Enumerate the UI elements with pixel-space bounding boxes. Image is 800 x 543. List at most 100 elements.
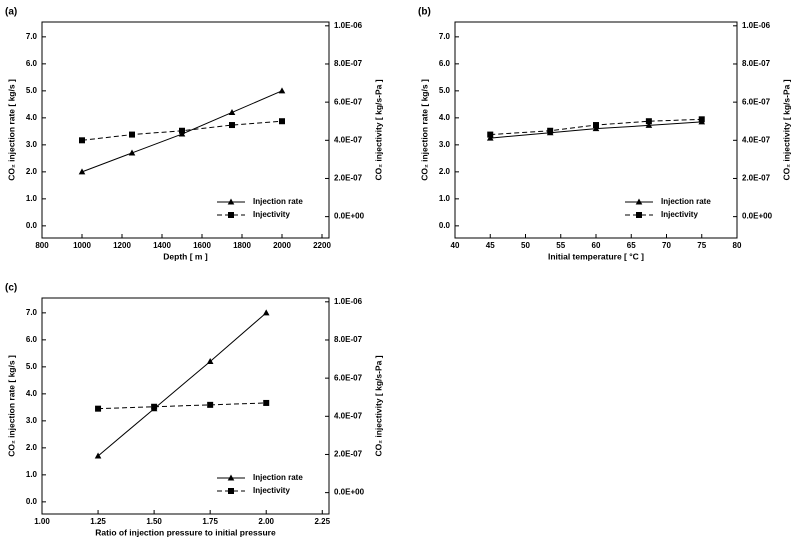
y2-tick-label: 8.0E-07 bbox=[334, 335, 363, 344]
y2-tick-label: 0.0E+00 bbox=[334, 488, 365, 497]
marker-square bbox=[487, 131, 494, 138]
y-tick-label: 4.0 bbox=[26, 113, 38, 122]
y2-tick-label: 4.0E-07 bbox=[334, 411, 363, 420]
panel-label: (a) bbox=[5, 7, 17, 18]
x-tick-label: 70 bbox=[662, 241, 671, 250]
y-tick-label: 1.0 bbox=[26, 470, 38, 479]
y-axis-label: CO₂ injection rate [ kg/s ] bbox=[6, 79, 16, 181]
y-tick-label: 3.0 bbox=[26, 416, 38, 425]
legend-label: Injectivity bbox=[253, 486, 290, 495]
x-tick-label: 1.75 bbox=[202, 517, 218, 526]
marker-square bbox=[95, 405, 102, 412]
marker-square bbox=[263, 399, 270, 406]
marker-triangle bbox=[262, 309, 270, 316]
y-axis-label: CO₂ injection rate [ kg/s ] bbox=[419, 79, 429, 181]
marker-square bbox=[279, 118, 285, 125]
y-tick-label: 5.0 bbox=[439, 86, 451, 95]
marker-triangle bbox=[94, 452, 102, 459]
y2-tick-label: 2.0E-07 bbox=[334, 450, 363, 459]
y-tick-label: 5.0 bbox=[26, 86, 38, 95]
x-tick-label: 1400 bbox=[153, 241, 171, 250]
y2-tick-label: 1.0E-06 bbox=[334, 21, 363, 30]
marker-square bbox=[79, 137, 85, 144]
y-tick-label: 7.0 bbox=[26, 32, 38, 41]
legend-label: Injection rate bbox=[253, 473, 303, 482]
x-tick-label: 45 bbox=[486, 241, 495, 250]
x-tick-label: 40 bbox=[451, 241, 460, 250]
x-tick-label: 65 bbox=[627, 241, 636, 250]
y-tick-label: 7.0 bbox=[26, 308, 38, 317]
y-tick-label: 2.0 bbox=[439, 167, 451, 176]
marker-triangle bbox=[78, 168, 86, 175]
x-tick-label: 50 bbox=[521, 241, 530, 250]
marker-square bbox=[698, 116, 705, 123]
y2-tick-label: 8.0E-07 bbox=[334, 59, 363, 68]
panel-label: (c) bbox=[5, 283, 17, 294]
marker-square bbox=[151, 403, 158, 410]
marker-triangle bbox=[228, 108, 236, 115]
y-tick-label: 6.0 bbox=[439, 59, 451, 68]
x-tick-label: 55 bbox=[556, 241, 565, 250]
plot-frame bbox=[41, 297, 330, 515]
y-tick-label: 6.0 bbox=[26, 335, 38, 344]
y-tick-label: 4.0 bbox=[26, 389, 38, 398]
y-tick-label: 4.0 bbox=[439, 113, 451, 122]
x-tick-label: 60 bbox=[592, 241, 601, 250]
legend-marker bbox=[228, 488, 234, 494]
y2-tick-label: 2.0E-07 bbox=[742, 174, 771, 183]
x-tick-label: 1.50 bbox=[146, 517, 162, 526]
x-tick-label: 1000 bbox=[73, 241, 91, 250]
legend-marker bbox=[227, 198, 235, 205]
marker-square bbox=[207, 401, 214, 408]
y-tick-label: 2.0 bbox=[26, 167, 38, 176]
marker-square bbox=[129, 131, 135, 138]
marker-square bbox=[179, 127, 185, 134]
y-tick-label: 0.0 bbox=[26, 497, 38, 506]
series-line bbox=[97, 312, 267, 457]
x-tick-label: 2.25 bbox=[314, 517, 330, 526]
marker-triangle bbox=[128, 149, 136, 156]
y-tick-label: 2.0 bbox=[26, 443, 38, 452]
y-tick-label: 7.0 bbox=[439, 32, 451, 41]
y2-tick-label: 6.0E-07 bbox=[334, 373, 363, 382]
series-line bbox=[98, 402, 267, 410]
legend-label: Injection rate bbox=[253, 197, 303, 206]
marker-triangle bbox=[486, 134, 494, 141]
y-tick-label: 6.0 bbox=[26, 59, 38, 68]
y2-axis-label: CO₂ injectivity [ kg/s-Pa ] bbox=[373, 79, 383, 180]
x-tick-label: 2000 bbox=[273, 241, 291, 250]
y-tick-label: 0.0 bbox=[439, 221, 451, 230]
y-tick-label: 5.0 bbox=[26, 362, 38, 371]
y2-tick-label: 2.0E-07 bbox=[334, 174, 363, 183]
legend-label: Injectivity bbox=[661, 210, 698, 219]
y2-tick-label: 1.0E-06 bbox=[742, 21, 771, 30]
y-tick-label: 3.0 bbox=[26, 140, 38, 149]
plot-frame bbox=[41, 21, 330, 239]
y2-tick-label: 6.0E-07 bbox=[742, 97, 771, 106]
legend-marker bbox=[635, 198, 643, 205]
y2-axis-label: CO₂ injectivity [ kg/s-Pa ] bbox=[781, 79, 791, 180]
marker-square bbox=[645, 118, 652, 125]
x-tick-label: 800 bbox=[35, 241, 49, 250]
y2-tick-label: 6.0E-07 bbox=[334, 97, 363, 106]
y2-tick-label: 4.0E-07 bbox=[334, 135, 363, 144]
y2-tick-label: 0.0E+00 bbox=[742, 212, 773, 221]
y-tick-label: 0.0 bbox=[26, 221, 38, 230]
y-tick-label: 1.0 bbox=[439, 194, 451, 203]
y-tick-label: 1.0 bbox=[26, 194, 38, 203]
panel-label: (b) bbox=[418, 7, 431, 18]
marker-square bbox=[547, 127, 554, 134]
y2-tick-label: 8.0E-07 bbox=[742, 59, 771, 68]
legend-marker bbox=[636, 212, 642, 218]
marker-triangle bbox=[278, 87, 286, 94]
x-axis-label: Initial temperature [ °C ] bbox=[548, 251, 644, 261]
marker-triangle bbox=[645, 121, 653, 128]
x-tick-label: 2.00 bbox=[258, 517, 274, 526]
x-tick-label: 1800 bbox=[233, 241, 251, 250]
x-tick-label: 2200 bbox=[313, 241, 331, 250]
x-tick-label: 75 bbox=[697, 241, 706, 250]
x-tick-label: 1600 bbox=[193, 241, 211, 250]
x-tick-label: 1.25 bbox=[90, 517, 106, 526]
marker-triangle bbox=[592, 125, 600, 132]
